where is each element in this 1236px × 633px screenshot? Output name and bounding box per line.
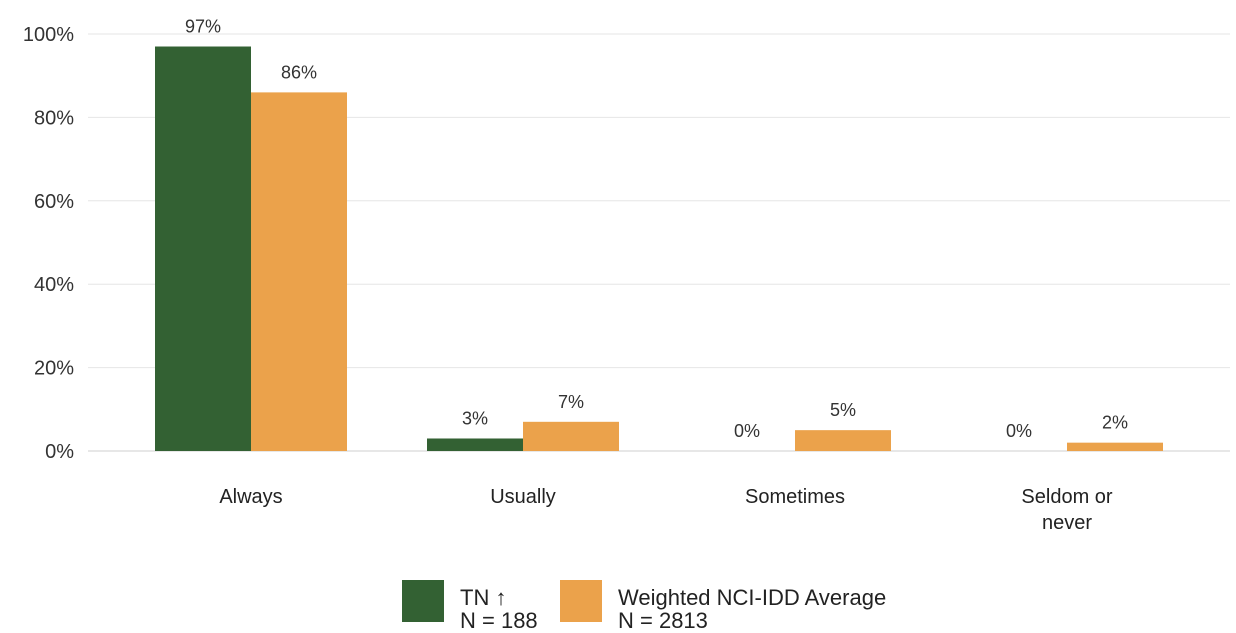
data-label: 0% bbox=[1006, 421, 1032, 441]
data-label: 5% bbox=[830, 400, 856, 420]
y-tick-label: 100% bbox=[23, 24, 74, 46]
significance-arrow-icon: ↑ bbox=[495, 585, 507, 610]
y-tick-label: 20% bbox=[34, 358, 74, 380]
y-tick-label: 0% bbox=[45, 441, 74, 463]
data-label: 86% bbox=[281, 62, 317, 82]
x-category-label: Usually bbox=[490, 486, 556, 508]
bar bbox=[523, 421, 619, 451]
data-label: 3% bbox=[462, 408, 488, 428]
data-label: 7% bbox=[558, 392, 584, 412]
y-axis-ticks: 0% 20% 40% 60% 80% 100% bbox=[23, 24, 74, 463]
y-tick-label: 80% bbox=[34, 107, 74, 129]
bar bbox=[251, 92, 347, 451]
data-labels: 97% 86% 3% 7% 0% 5% 0% 2% bbox=[185, 17, 1128, 441]
bar bbox=[795, 430, 891, 451]
legend-swatch-nci-average bbox=[560, 580, 602, 622]
data-label: 2% bbox=[1102, 413, 1128, 433]
y-tick-label: 40% bbox=[34, 274, 74, 296]
legend-swatch-tn bbox=[402, 580, 444, 622]
legend-sample-nci-average: N = 2813 bbox=[618, 608, 708, 633]
y-tick-label: 60% bbox=[34, 191, 74, 213]
x-category-label: Sometimes bbox=[745, 486, 845, 508]
legend-label-tn: TN bbox=[460, 585, 490, 610]
bar bbox=[155, 46, 251, 451]
bar bbox=[1067, 442, 1163, 451]
legend-sample-tn: N = 188 bbox=[460, 608, 538, 633]
data-label: 0% bbox=[734, 421, 760, 441]
data-label: 97% bbox=[185, 17, 221, 37]
x-category-label: Always bbox=[219, 486, 282, 508]
legend-label-nci-average: Weighted NCI-IDD Average bbox=[618, 585, 887, 610]
bar-chart: 0% 20% 40% 60% 80% 100% 97% 86% 3% 7% 0% 5% 0% 2% Al… bbox=[23, 17, 1230, 534]
bar bbox=[427, 438, 523, 451]
x-category-label: never bbox=[1042, 512, 1092, 534]
legend: TN ↑ N = 188 Weighted NCI-IDD Average N … bbox=[0, 570, 1236, 632]
x-axis-categories: Always Usually Sometimes Seldom or never bbox=[219, 486, 1113, 534]
bars bbox=[155, 46, 1163, 451]
x-category-label: Seldom or bbox=[1021, 486, 1112, 508]
